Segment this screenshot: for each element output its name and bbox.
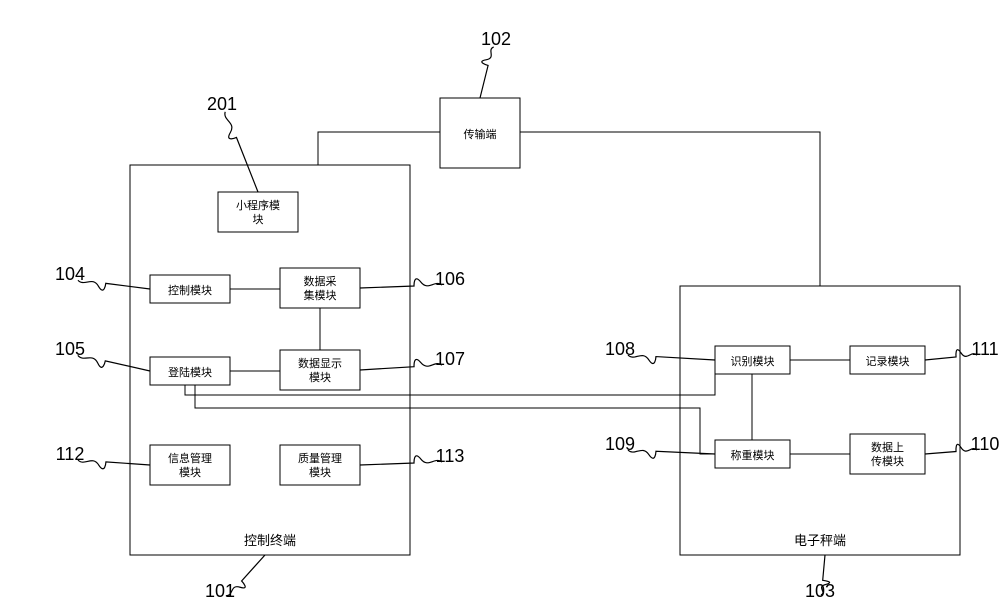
node-acquire-label2: 集模块 (304, 288, 337, 302)
node-weigh-label: 称重模块 (731, 448, 775, 462)
node-qual_mgmt-label1: 质量管理 (298, 451, 342, 465)
callout-num-110: 110 (971, 434, 1000, 454)
container-scale_terminal-label: 电子秤端 (794, 533, 846, 548)
node-info_mgmt-label2: 模块 (179, 466, 201, 479)
node-transmit-label: 传输端 (464, 127, 497, 141)
node-upload-label1: 数据上 (871, 440, 904, 454)
node-acquire (280, 268, 360, 308)
callout-num-111: 111 (971, 339, 998, 359)
callout-line-102 (480, 47, 494, 98)
node-qual_mgmt (280, 445, 360, 485)
node-applet (218, 192, 298, 232)
node-upload (850, 434, 925, 474)
node-info_mgmt-label1: 信息管理 (168, 451, 212, 465)
node-applet-label2: 块 (253, 213, 264, 226)
edge-transmit_right-scale_terminal_top (520, 132, 820, 286)
callout-num-106: 106 (435, 269, 465, 289)
callout-num-109: 109 (605, 434, 635, 454)
container-scale_terminal (680, 286, 960, 555)
callout-num-112: 112 (56, 444, 85, 464)
callout-num-107: 107 (435, 349, 465, 369)
callout-num-101: 101 (205, 581, 235, 601)
node-applet-label1: 小程序模 (236, 198, 280, 212)
container-control_terminal-label: 控制终端 (244, 533, 296, 548)
callout-num-201: 201 (207, 94, 237, 114)
node-display-label2: 模块 (309, 371, 331, 384)
node-identify-label: 识别模块 (731, 355, 775, 368)
callout-num-105: 105 (55, 339, 85, 359)
callout-num-102: 102 (481, 29, 511, 49)
node-record-label: 记录模块 (866, 355, 910, 368)
callout-num-104: 104 (55, 264, 85, 284)
node-control-label: 控制模块 (168, 283, 212, 297)
node-acquire-label1: 数据采 (304, 274, 337, 288)
callout-num-108: 108 (605, 339, 635, 359)
node-qual_mgmt-label2: 模块 (309, 466, 331, 479)
node-info_mgmt (150, 445, 230, 485)
node-login-label: 登陆模块 (168, 365, 212, 379)
node-display-label1: 数据显示 (298, 356, 342, 370)
callout-num-113: 113 (436, 446, 465, 466)
edge-control_terminal_top-transmit_left (318, 132, 440, 165)
callout-num-103: 103 (805, 581, 835, 601)
node-upload-label2: 传模块 (871, 455, 904, 468)
node-display (280, 350, 360, 390)
